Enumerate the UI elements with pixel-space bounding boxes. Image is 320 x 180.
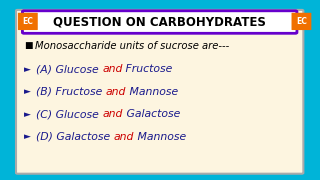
Text: Galactose: Galactose: [123, 109, 180, 119]
Text: ►: ►: [24, 132, 31, 141]
Text: ►: ►: [24, 110, 31, 119]
Text: EC: EC: [22, 17, 33, 26]
Text: Mannose: Mannose: [134, 132, 186, 142]
Text: (C) Glucose: (C) Glucose: [36, 109, 102, 119]
Text: (D) Galactose: (D) Galactose: [36, 132, 114, 142]
Text: (A) Glucose: (A) Glucose: [36, 64, 102, 74]
Text: and: and: [102, 109, 123, 119]
Text: (B) Fructose: (B) Fructose: [36, 87, 106, 97]
Text: Fructose: Fructose: [123, 64, 173, 74]
Text: ►: ►: [24, 65, 31, 74]
Text: ■: ■: [24, 41, 33, 50]
Text: ►: ►: [24, 87, 31, 96]
Text: EC: EC: [296, 17, 307, 26]
Text: QUESTION ON CARBOHYDRATES: QUESTION ON CARBOHYDRATES: [53, 16, 266, 29]
Text: and: and: [114, 132, 134, 142]
Text: Mannose: Mannose: [126, 87, 178, 97]
Text: and: and: [102, 64, 123, 74]
Text: and: and: [106, 87, 126, 97]
Text: Monosaccharide units of sucrose are---: Monosaccharide units of sucrose are---: [35, 41, 229, 51]
